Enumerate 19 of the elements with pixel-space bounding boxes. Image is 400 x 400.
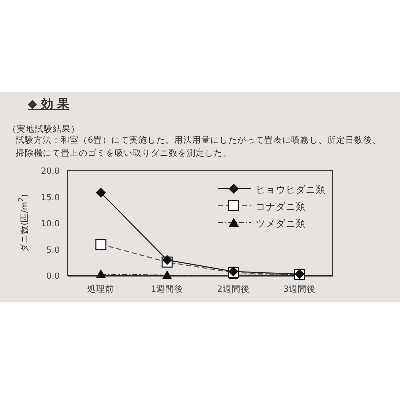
legend-label: ツメダニ類 (256, 218, 306, 230)
y-tick-label: 10.0 (41, 220, 60, 230)
y-tick-label: 20.0 (41, 167, 60, 177)
x-tick-label: 2週間後 (217, 284, 250, 295)
chart-title: ◆ 効 果 (28, 96, 70, 113)
legend-label: コナダニ類 (256, 201, 306, 213)
y-tick-label: 5.0 (46, 246, 60, 256)
point (162, 255, 172, 266)
x-tick-label: 処理前 (88, 284, 115, 295)
text: 試験方法：和室（6畳）にて実施した。用法用量にしたがって畳表に噴霧し、所定日数後、掃除機にて畳上のゴミを吸い取りダニ数を測定した。 (16, 135, 382, 161)
x-tick-label: 1週間後 (151, 284, 184, 295)
point (96, 269, 106, 278)
legend-label: ヒョウヒダニ類 (256, 184, 326, 196)
chart-subtitle: （実地試験結果） (8, 124, 80, 136)
x-tick-label: 3週間後 (284, 284, 316, 295)
y-tick-label: 15.0 (41, 193, 60, 204)
point (96, 188, 106, 198)
point (162, 270, 172, 280)
y-tick-label: 0.0 (46, 272, 60, 282)
